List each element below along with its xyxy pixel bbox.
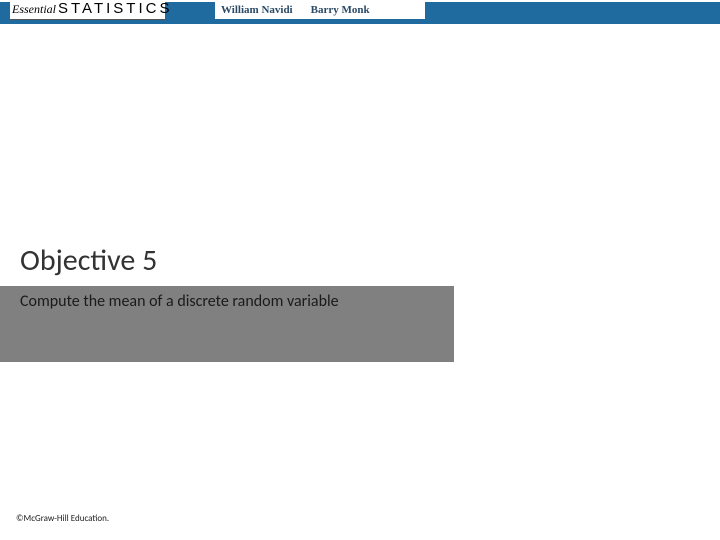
objective-block: Objective 5 Compute the mean of a discre… <box>0 234 454 362</box>
brand-statistics-text: STATISTICS <box>58 0 172 17</box>
author-1: William Navidi <box>221 4 293 16</box>
copyright-text: ©McGraw-Hill Education. <box>16 513 109 524</box>
brand-essential-text: Essential <box>12 2 56 17</box>
brand-box: Essential STATISTICS <box>10 0 165 20</box>
objective-title: Objective 5 <box>20 242 157 279</box>
author-2: Barry Monk <box>311 4 370 16</box>
objective-body: Compute the mean of a discrete random va… <box>20 292 420 312</box>
objective-title-wrap: Objective 5 <box>0 234 454 286</box>
authors-box: William Navidi Barry Monk <box>215 1 425 19</box>
header: Essential STATISTICS William Navidi Barr… <box>0 0 720 30</box>
